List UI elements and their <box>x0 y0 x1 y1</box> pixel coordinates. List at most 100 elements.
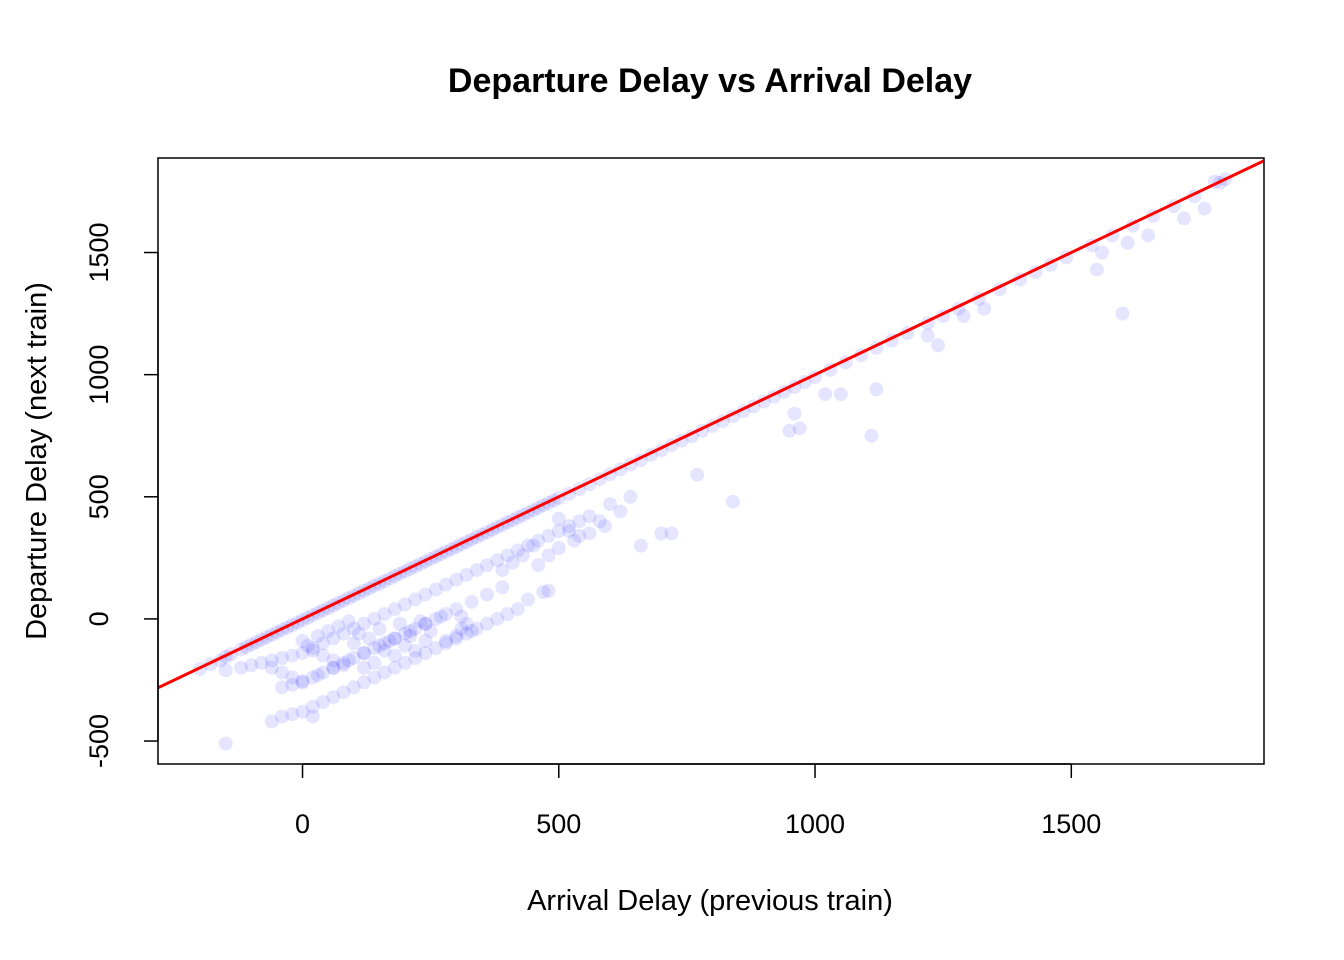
data-point <box>1141 228 1156 243</box>
data-point <box>326 690 341 705</box>
data-point <box>495 580 510 595</box>
data-point <box>592 514 607 529</box>
reference-line <box>158 159 1264 690</box>
data-point <box>449 629 464 643</box>
x-tick-label: 1500 <box>1041 809 1101 839</box>
data-point <box>956 309 971 323</box>
data-point <box>326 631 341 646</box>
data-point <box>305 641 320 656</box>
data-point <box>264 653 279 668</box>
data-point <box>449 602 464 617</box>
data-point <box>295 646 310 661</box>
data-point <box>521 592 535 607</box>
data-point <box>341 614 356 629</box>
data-point <box>439 636 453 651</box>
data-point <box>920 328 935 343</box>
data-point <box>351 626 366 641</box>
data-point <box>1095 245 1109 260</box>
data-point <box>505 555 520 570</box>
y-tick-label: 1500 <box>84 222 114 282</box>
data-point <box>521 538 535 553</box>
data-point <box>275 680 289 695</box>
data-point <box>275 665 289 680</box>
data-point <box>439 607 453 621</box>
data-point <box>500 607 515 621</box>
data-point <box>541 548 556 563</box>
data-point <box>833 387 848 402</box>
data-point <box>572 528 587 543</box>
data-point <box>572 514 587 529</box>
data-point <box>464 594 479 609</box>
data-point <box>1177 211 1191 226</box>
data-point <box>285 648 300 663</box>
data-point <box>464 624 479 639</box>
data-point <box>377 636 392 651</box>
y-tick-label: -500 <box>84 714 114 768</box>
data-point <box>510 543 525 558</box>
data-point <box>562 524 576 538</box>
data-point <box>264 660 279 675</box>
y-tick-label: 0 <box>84 611 114 626</box>
data-point <box>367 655 382 670</box>
data-point <box>408 651 423 665</box>
data-point <box>433 609 448 624</box>
data-point <box>341 653 356 668</box>
data-point <box>392 616 407 631</box>
data-point <box>480 616 494 631</box>
data-point <box>423 624 438 639</box>
data-point <box>418 616 433 631</box>
data-point <box>613 504 628 519</box>
data-point <box>346 636 361 651</box>
data-point <box>357 660 371 675</box>
data-point <box>336 626 351 641</box>
data-point <box>582 509 597 524</box>
data-point <box>398 655 412 670</box>
data-point <box>403 624 418 639</box>
data-point <box>295 675 310 690</box>
data-point <box>439 577 453 592</box>
data-point <box>1089 262 1104 277</box>
data-point <box>818 387 833 402</box>
data-point <box>469 563 484 578</box>
data-point <box>377 643 392 658</box>
data-point <box>357 616 371 631</box>
reference-line-layer <box>158 159 1264 690</box>
data-point <box>1115 306 1130 321</box>
data-point <box>295 633 310 648</box>
data-point <box>346 621 361 636</box>
data-point <box>459 616 474 631</box>
data-point <box>541 583 556 598</box>
data-point <box>326 660 341 675</box>
data-point <box>285 670 300 685</box>
data-point <box>377 665 392 680</box>
data-point <box>603 497 617 512</box>
data-point <box>490 611 505 626</box>
data-point <box>264 714 279 729</box>
data-point <box>439 633 453 648</box>
data-point <box>515 548 530 563</box>
y-tick-label: 1000 <box>84 345 114 405</box>
data-point <box>305 670 320 685</box>
data-point <box>387 602 402 617</box>
data-point <box>792 421 807 436</box>
data-point <box>567 533 582 548</box>
data-point <box>218 736 233 751</box>
y-tick-label: 500 <box>84 474 114 519</box>
data-point <box>300 638 315 653</box>
data-point <box>336 655 351 670</box>
data-point <box>387 631 402 646</box>
data-point <box>357 646 371 661</box>
data-point <box>726 494 740 509</box>
data-point <box>326 653 341 668</box>
data-point <box>295 704 310 719</box>
data-point <box>310 668 325 683</box>
data-point <box>869 382 884 397</box>
data-point <box>1120 235 1135 250</box>
data-point <box>418 633 433 648</box>
data-point <box>316 695 330 709</box>
data-point <box>367 611 382 626</box>
data-point <box>367 670 382 685</box>
data-point <box>531 533 546 548</box>
data-point <box>490 553 505 568</box>
data-point <box>418 646 433 661</box>
